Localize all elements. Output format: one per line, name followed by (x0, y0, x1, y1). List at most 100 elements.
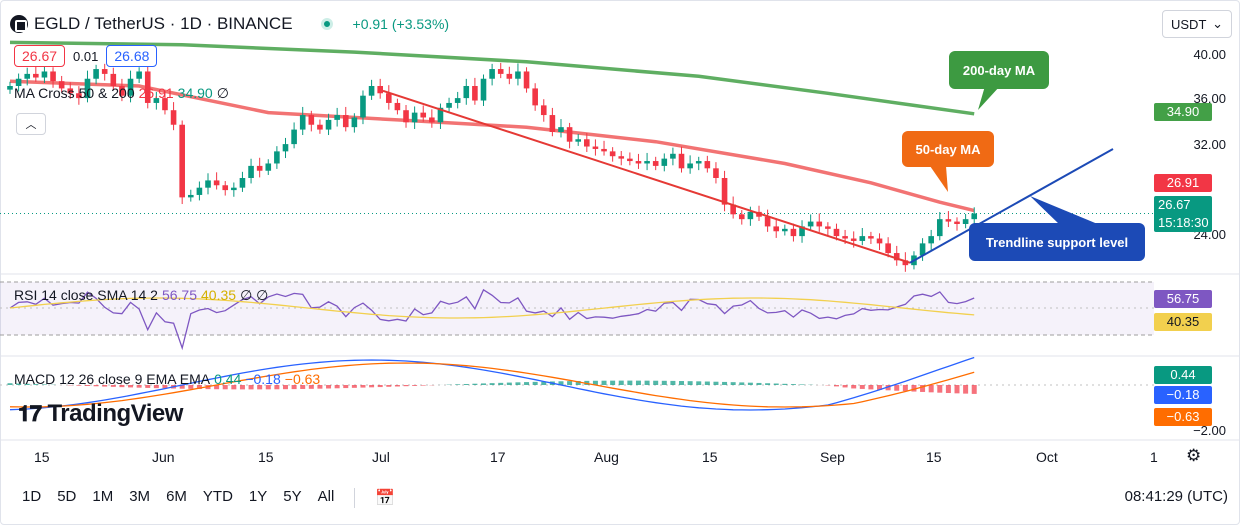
bid-ask-panel: 26.67 0.01 26.68 (14, 45, 158, 67)
macd-histogram-bar (894, 385, 900, 391)
macd-histogram-bar (119, 385, 125, 388)
macd-histogram-bar (403, 385, 409, 387)
utc-clock[interactable]: 08:41:29 (UTC) (1124, 488, 1228, 505)
macd-histogram-bar (928, 385, 934, 393)
candle-body (162, 98, 168, 111)
macd-histogram-bar (610, 380, 616, 385)
candle-body (730, 204, 736, 215)
ma200-line (9, 40, 975, 116)
timeframe-5y[interactable]: 5Y (283, 488, 302, 505)
macd-histogram-bar (859, 385, 865, 389)
candle-body (411, 112, 418, 123)
candle-body (274, 151, 280, 164)
macd-legend[interactable]: MACD 12 26 close 9 EMA EMA 0.44 −0.18 −0… (14, 371, 320, 387)
timeframe-toolbar: 1D 5D 1M 3M 6M YTD 1Y 5Y All 📅 (22, 488, 395, 508)
macd-histogram-bar (756, 382, 762, 385)
macd-histogram-bar (16, 383, 22, 385)
candle-body (601, 148, 607, 152)
candle-body (325, 119, 332, 130)
macd-histogram-bar (920, 385, 926, 392)
signal-legend-value: −0.63 (284, 371, 321, 387)
timeframe-1y[interactable]: 1Y (248, 488, 268, 505)
symbol-title[interactable]: EGLD / TetherUS · 1D · BINANCE (34, 14, 293, 33)
candle-body (962, 219, 969, 224)
macd-tag: −0.18 (1154, 386, 1212, 404)
candle-body (334, 115, 340, 120)
candle-body (540, 105, 547, 116)
macd-histogram-bar (93, 385, 99, 387)
macd-histogram-bar (231, 385, 237, 390)
macd-histogram-bar (179, 385, 185, 389)
macd-histogram-bar (257, 385, 263, 390)
macd-histogram-bar (84, 385, 90, 386)
visibility-icon[interactable]: ∅ ∅ (240, 287, 269, 303)
x-axis-label: 15 (926, 449, 942, 465)
tradingview-logo[interactable]: 𝟏𝟕 TradingView (18, 400, 183, 428)
timeframe-all[interactable]: All (317, 488, 335, 505)
macd-histogram-bar (317, 385, 323, 389)
macd-histogram-bar (558, 381, 564, 385)
candle-body (317, 124, 323, 130)
visibility-icon[interactable]: ∅ (216, 85, 229, 101)
timeframe-1d[interactable]: 1D (22, 488, 42, 505)
price-axis-label: 32.00 (1193, 137, 1226, 152)
rsi-legend[interactable]: RSI 14 close SMA 14 2 56.75 40.35 ∅ ∅ (14, 287, 268, 304)
candle-body (196, 187, 203, 195)
candle-body (76, 93, 82, 99)
macd-legend-label: MACD 12 26 close 9 EMA EMA (14, 371, 211, 387)
candle-body (764, 216, 771, 227)
macd-histogram-bar (308, 385, 314, 389)
candle-body (592, 146, 599, 149)
candle-body (265, 163, 272, 171)
ask-price[interactable]: 26.68 (106, 45, 158, 67)
ma-cross-legend[interactable]: MA Cross 50 & 200 26.91 34.90 ∅ (14, 85, 229, 102)
candle-body (790, 228, 797, 237)
macd-histogram-bar (799, 384, 805, 385)
x-axis-label: Oct (1036, 449, 1058, 465)
macd-histogram-bar (369, 385, 375, 388)
candle-body (67, 88, 74, 94)
candle-body (652, 161, 659, 166)
currency-label: USDT (1171, 16, 1207, 32)
ma200-legend-value: 34.90 (177, 85, 213, 101)
collapse-legend-button[interactable]: ︿ (16, 113, 46, 135)
x-axis-label: Jul (372, 449, 390, 465)
candle-body (136, 71, 142, 79)
macd-histogram-bar (377, 385, 383, 388)
macd-hist-tag: 0.44 (1154, 366, 1212, 384)
settings-gear-icon[interactable]: ⚙ (1186, 446, 1202, 465)
macd-histogram-bar (196, 385, 202, 390)
candle-body (738, 214, 745, 220)
candle-body (807, 221, 814, 227)
macd-histogram-bar (747, 382, 753, 385)
macd-histogram-bar (532, 381, 538, 385)
bid-price[interactable]: 26.67 (14, 45, 66, 67)
candle-body (437, 107, 444, 123)
timeframe-5d[interactable]: 5D (57, 488, 77, 505)
candle-body (110, 73, 117, 86)
macd-histogram-bar (730, 382, 736, 385)
macd-histogram-bar (76, 385, 82, 386)
macd-histogram-bar (41, 384, 47, 385)
macd-histogram-bar (687, 381, 693, 385)
timeframe-ytd[interactable]: YTD (202, 488, 233, 505)
candle-body (695, 161, 702, 164)
timeframe-1m[interactable]: 1M (92, 488, 114, 505)
symbol-header[interactable]: EGLD / TetherUS · 1D · BINANCE +0.91 (+3… (10, 12, 449, 36)
candle-body (893, 253, 900, 261)
trendline-callout: Trendline support level (969, 223, 1145, 261)
currency-selector[interactable]: USDT ⌄ (1162, 10, 1232, 38)
market-status-icon (320, 18, 333, 30)
macd-histogram-bar (343, 385, 349, 389)
timeframe-6m[interactable]: 6M (166, 488, 187, 505)
candle-body (231, 187, 237, 191)
candle-body (515, 71, 521, 79)
date-range-calendar-icon[interactable]: 📅 (375, 490, 396, 507)
timeframe-3m[interactable]: 3M (129, 488, 151, 505)
candle-body (928, 236, 934, 244)
macd-histogram-bar (515, 382, 521, 385)
candle-body (868, 236, 874, 239)
candle-body (386, 93, 392, 103)
descending-trendline (382, 89, 911, 264)
